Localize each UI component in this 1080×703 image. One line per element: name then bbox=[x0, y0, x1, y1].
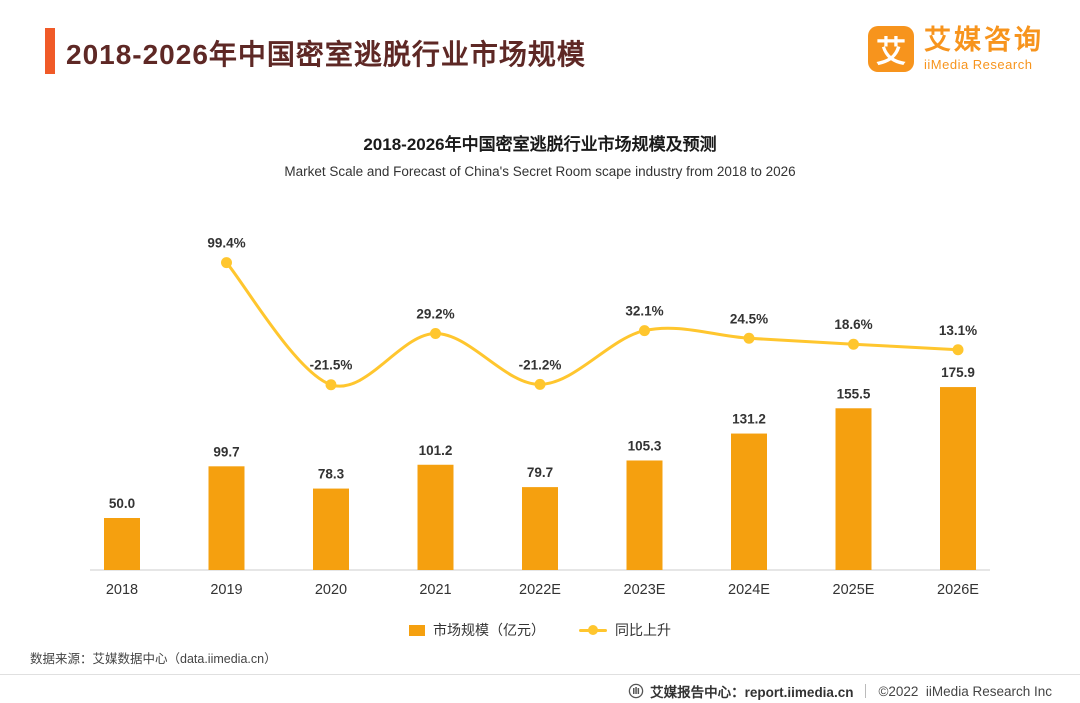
chart-legend: 市场规模（亿元） 同比上升 bbox=[0, 620, 1080, 640]
legend-line-label: 同比上升 bbox=[615, 622, 671, 638]
logo-name-cn: 艾媒咨询 bbox=[924, 25, 1044, 56]
svg-text:79.7: 79.7 bbox=[527, 465, 553, 480]
line-series-swatch-icon bbox=[579, 625, 607, 635]
iimedia-logo: 艾 艾媒咨询 iiMedia Research bbox=[868, 26, 1044, 72]
svg-text:2023E: 2023E bbox=[624, 582, 666, 598]
svg-text:-21.5%: -21.5% bbox=[310, 358, 353, 373]
legend-item-bar: 市场规模（亿元） bbox=[409, 620, 545, 640]
svg-text:50.0: 50.0 bbox=[109, 496, 135, 511]
svg-text:18.6%: 18.6% bbox=[834, 317, 872, 332]
svg-text:2019: 2019 bbox=[210, 582, 242, 598]
legend-bar-label: 市场规模（亿元） bbox=[433, 622, 545, 638]
svg-text:13.1%: 13.1% bbox=[939, 323, 977, 338]
iimedia-logo-icon: 艾 bbox=[868, 26, 914, 72]
svg-text:32.1%: 32.1% bbox=[625, 304, 663, 319]
svg-text:2020: 2020 bbox=[315, 582, 347, 598]
svg-text:78.3: 78.3 bbox=[318, 467, 345, 482]
report-center-text: 艾媒报告中心：report.iimedia.cn bbox=[650, 685, 854, 700]
svg-text:2018: 2018 bbox=[106, 582, 138, 598]
title-accent-bar bbox=[45, 28, 55, 74]
iimedia-logo-text: 艾媒咨询 iiMedia Research bbox=[924, 25, 1044, 72]
footer-divider-rule bbox=[0, 674, 1080, 675]
bar-series-swatch-icon bbox=[409, 624, 425, 636]
footer: 艾媒报告中心：report.iimedia.cn ©2022 iiMedia R… bbox=[628, 681, 1052, 701]
logo-name-en: iiMedia Research bbox=[924, 56, 1033, 72]
svg-text:29.2%: 29.2% bbox=[416, 307, 454, 322]
data-source-note: 数据来源：艾媒数据中心（data.iimedia.cn） bbox=[30, 652, 277, 666]
footer-text-divider bbox=[865, 684, 867, 698]
market-scale-combo-chart: 50.0 99.7 78.3 101.2 79.7 105.3 131.2 155.5 175.… bbox=[90, 236, 990, 598]
svg-text:-21.2%: -21.2% bbox=[519, 357, 562, 372]
svg-text:175.9: 175.9 bbox=[941, 365, 975, 380]
svg-text:101.2: 101.2 bbox=[419, 443, 453, 458]
page-title: 2018-2026年中国密室逃脱行业市场规模 bbox=[66, 39, 586, 70]
svg-text:99.4%: 99.4% bbox=[207, 236, 245, 251]
svg-text:24.5%: 24.5% bbox=[730, 311, 768, 326]
svg-text:99.7: 99.7 bbox=[213, 444, 239, 459]
svg-text:131.2: 131.2 bbox=[732, 412, 766, 427]
svg-text:2024E: 2024E bbox=[728, 582, 770, 598]
report-center-icon bbox=[628, 683, 644, 699]
svg-text:155.5: 155.5 bbox=[837, 386, 871, 401]
copyright-text: ©2022 iiMedia Research Inc bbox=[878, 683, 1052, 699]
svg-text:105.3: 105.3 bbox=[628, 438, 662, 453]
svg-text:2025E: 2025E bbox=[833, 582, 875, 598]
legend-item-line: 同比上升 bbox=[579, 620, 671, 640]
chart-title: 2018-2026年中国密室逃脱行业市场规模及预测 bbox=[363, 135, 717, 154]
svg-text:2022E: 2022E bbox=[519, 582, 561, 598]
chart-subtitle: Market Scale and Forecast of China's Sec… bbox=[284, 164, 796, 179]
svg-text:2021: 2021 bbox=[419, 582, 451, 598]
svg-text:2026E: 2026E bbox=[937, 582, 979, 598]
report-center-link: 艾媒报告中心：report.iimedia.cn bbox=[628, 681, 853, 701]
